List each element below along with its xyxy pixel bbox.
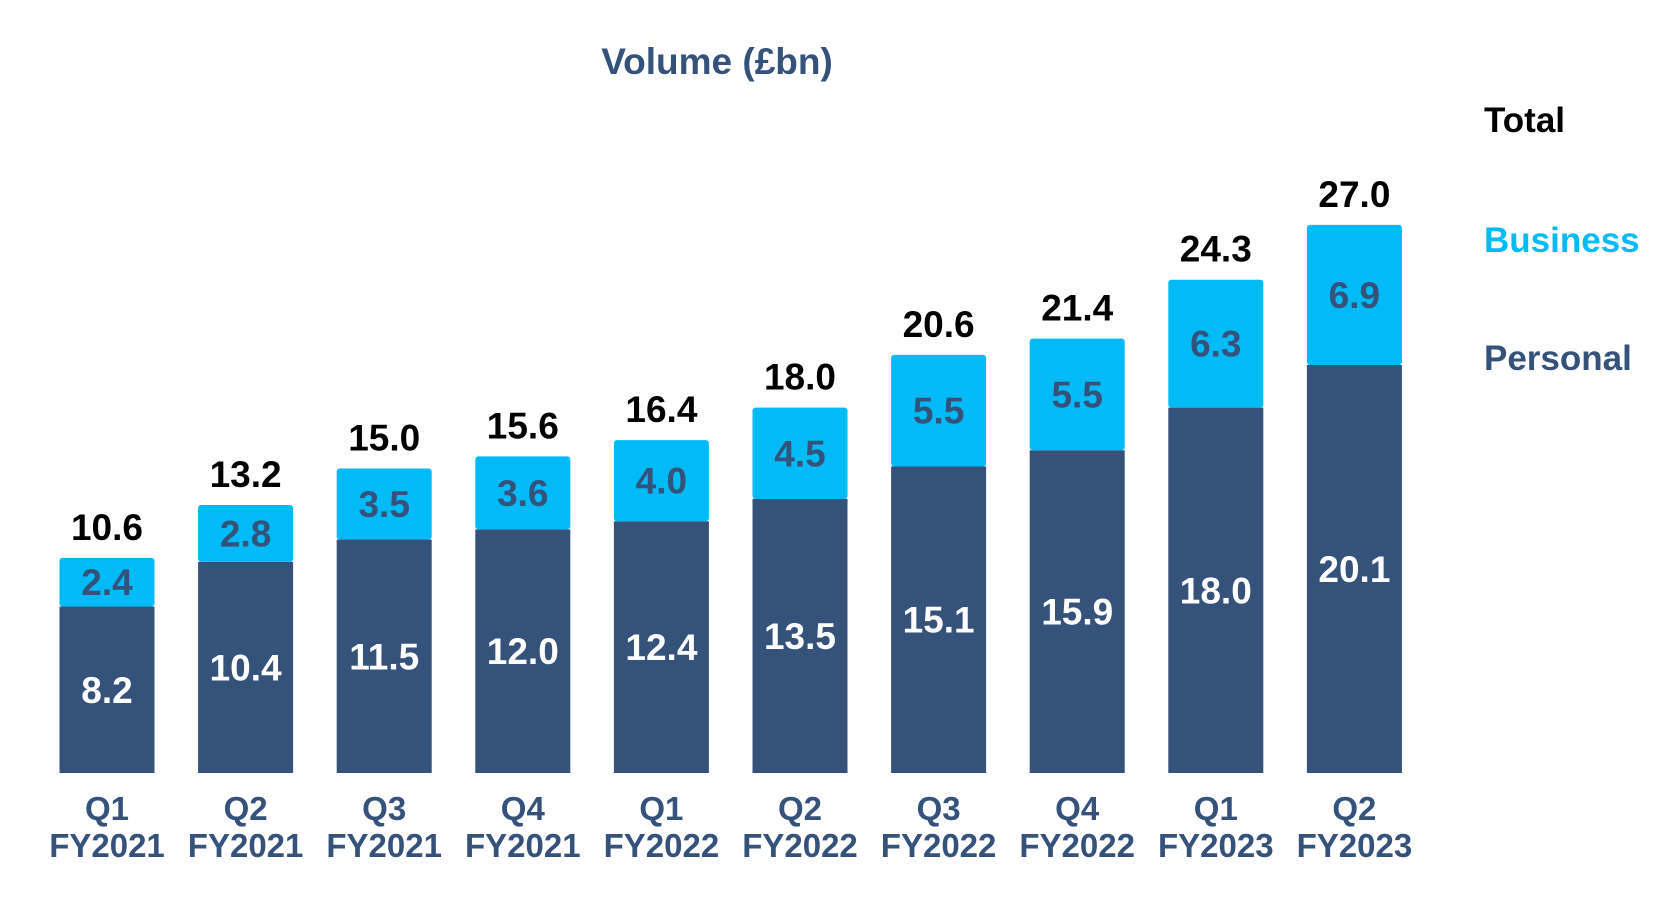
- x-tick-label-year: FY2021: [49, 827, 165, 864]
- x-tick-label-year: FY2021: [188, 827, 304, 864]
- data-label-personal: 8.2: [81, 670, 132, 711]
- bar-personal: [198, 561, 294, 773]
- x-tick-label-year: FY2023: [1158, 827, 1274, 864]
- data-label-business: 6.3: [1190, 324, 1241, 365]
- data-label-personal: 11.5: [349, 636, 419, 677]
- x-tick-label-quarter: Q4: [1055, 790, 1100, 827]
- data-label-business: 6.9: [1329, 275, 1380, 316]
- bar-business: [752, 407, 848, 499]
- data-label-personal: 20.1: [1318, 549, 1390, 590]
- x-tick-label-year: FY2022: [881, 827, 997, 864]
- chart-title: Volume (£bn): [601, 41, 833, 82]
- bar-personal: [752, 498, 848, 773]
- bar-personal: [891, 466, 987, 773]
- data-label-total: 27.0: [1318, 174, 1390, 215]
- x-tick-label-year: FY2021: [326, 827, 442, 864]
- data-label-personal: 15.1: [903, 600, 975, 641]
- bar-business: [1168, 279, 1264, 408]
- x-tick-label-quarter: Q2: [1332, 790, 1376, 827]
- bar-business: [475, 456, 571, 530]
- bar-business: [613, 440, 709, 522]
- bar-personal: [1306, 364, 1402, 773]
- bar-business: [198, 505, 294, 562]
- legend-total: Total: [1484, 101, 1565, 140]
- data-label-business: 5.5: [913, 391, 964, 432]
- data-label-personal: 18.0: [1180, 570, 1252, 611]
- data-label-total: 21.4: [1041, 288, 1113, 329]
- data-label-total: 15.6: [487, 405, 559, 446]
- x-tick-label-year: FY2022: [604, 827, 720, 864]
- data-label-total: 10.6: [71, 507, 143, 548]
- data-label-business: 2.8: [220, 513, 271, 554]
- x-tick-label-year: FY2022: [742, 827, 858, 864]
- data-label-business: 5.5: [1051, 374, 1102, 415]
- x-tick-label-year: FY2021: [465, 827, 581, 864]
- bar-business: [59, 557, 155, 607]
- x-tick-label-quarter: Q1: [1194, 790, 1238, 827]
- data-label-total: 24.3: [1180, 229, 1252, 270]
- bar-personal: [1168, 407, 1264, 773]
- x-tick-label-quarter: Q3: [362, 790, 406, 827]
- bar-business: [891, 354, 987, 467]
- data-label-total: 15.0: [348, 418, 420, 459]
- data-label-personal: 12.0: [487, 631, 559, 672]
- x-tick-label-quarter: Q1: [639, 790, 683, 827]
- bar-personal: [475, 529, 571, 773]
- data-label-total: 13.2: [210, 454, 282, 495]
- x-tick-label-quarter: Q3: [917, 790, 961, 827]
- bar-business: [1029, 338, 1125, 451]
- data-label-personal: 12.4: [625, 627, 697, 668]
- data-label-total: 20.6: [903, 304, 975, 345]
- data-label-business: 3.6: [497, 473, 548, 514]
- x-tick-label-year: FY2022: [1019, 827, 1135, 864]
- data-label-business: 4.5: [774, 433, 825, 474]
- data-label-personal: 15.9: [1041, 592, 1113, 633]
- x-tick-label-quarter: Q1: [85, 790, 129, 827]
- bar-personal: [336, 539, 432, 773]
- x-tick-label-quarter: Q2: [778, 790, 822, 827]
- legend-business: Business: [1484, 221, 1640, 260]
- data-label-total: 16.4: [625, 389, 697, 430]
- data-label-personal: 10.4: [210, 647, 282, 688]
- x-tick-label-quarter: Q2: [224, 790, 268, 827]
- x-tick-label-year: FY2023: [1297, 827, 1413, 864]
- data-label-business: 2.4: [81, 562, 133, 603]
- bar-personal: [613, 521, 709, 773]
- data-label-business: 4.0: [636, 461, 687, 502]
- data-label-personal: 13.5: [764, 616, 836, 657]
- data-label-total: 18.0: [764, 357, 836, 398]
- data-label-business: 3.5: [358, 484, 409, 525]
- bar-personal: [59, 606, 155, 773]
- bar-business: [336, 468, 432, 540]
- x-tick-label-quarter: Q4: [501, 790, 546, 827]
- bar-personal: [1029, 450, 1125, 773]
- bar-business: [1306, 224, 1402, 365]
- legend-personal: Personal: [1484, 339, 1632, 378]
